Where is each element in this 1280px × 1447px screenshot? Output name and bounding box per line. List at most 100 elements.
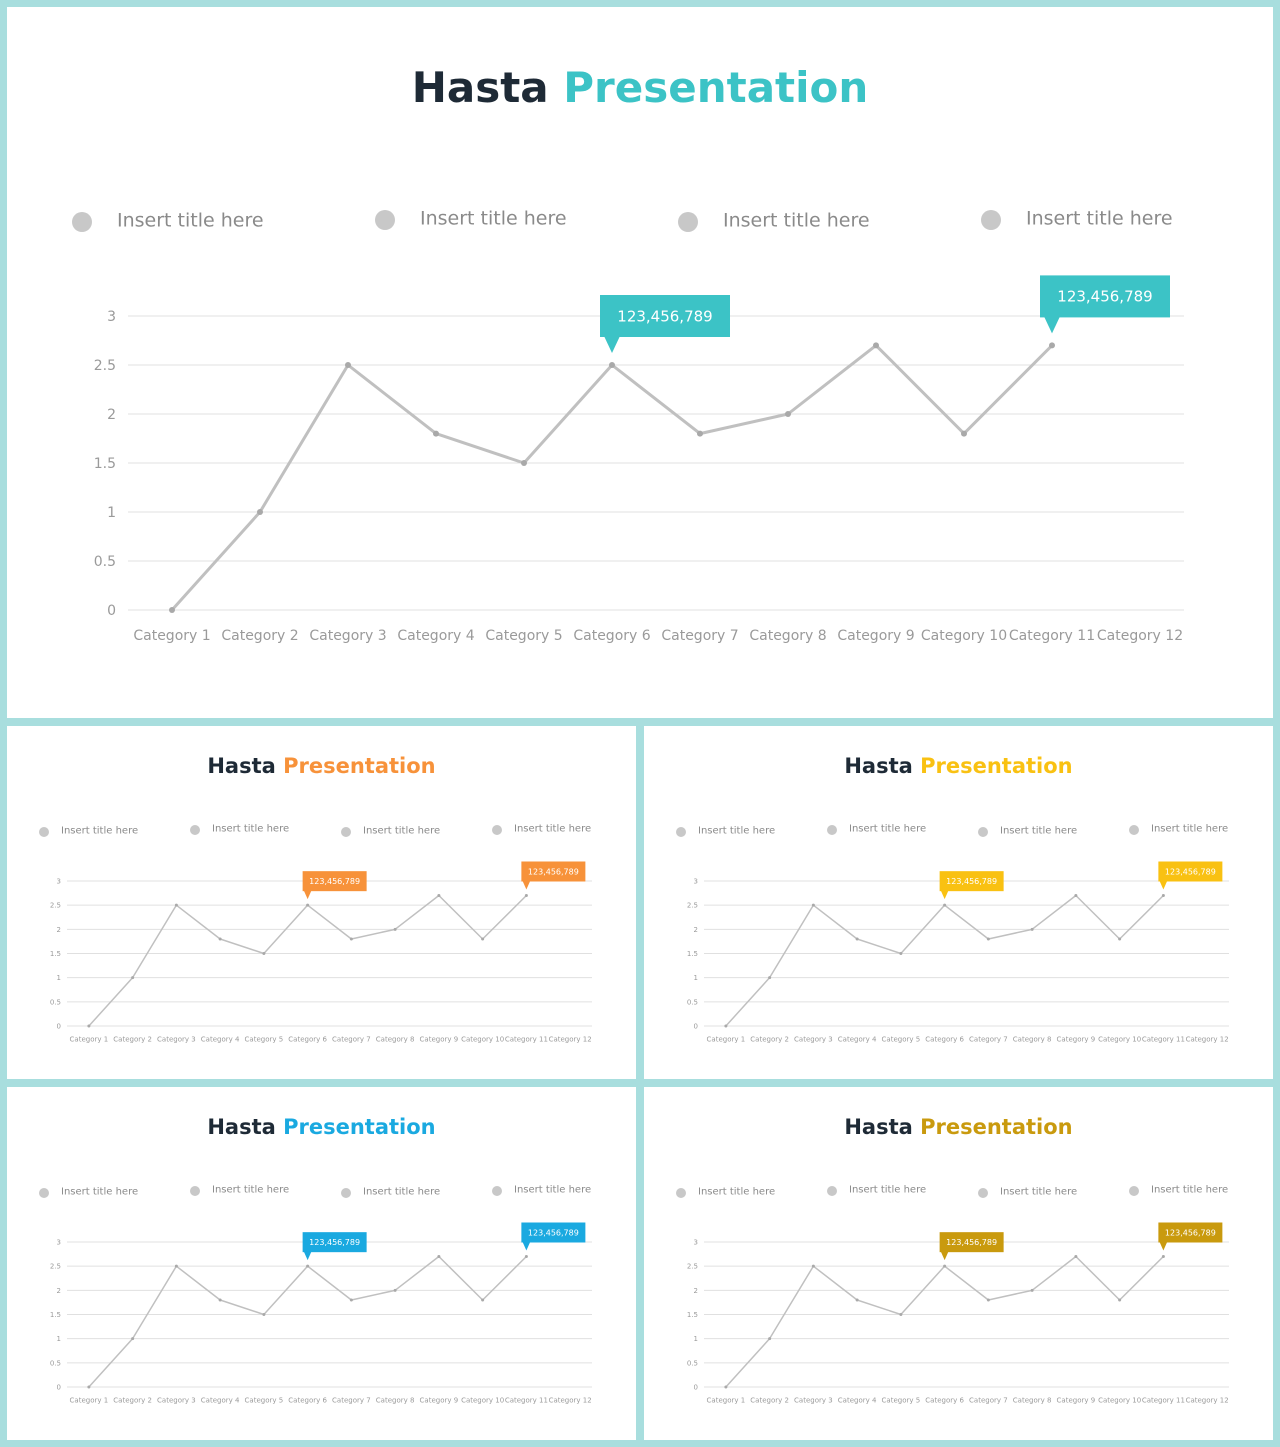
x-tick-label: Category 4 (201, 1035, 240, 1043)
data-point (811, 903, 815, 907)
x-tick-label: Category 9 (1057, 1396, 1096, 1404)
callout-pointer (522, 1241, 531, 1251)
legend-dot (72, 212, 92, 232)
callout-label: 123,456,789 (946, 877, 997, 886)
legend-dot (190, 1186, 200, 1196)
data-point (697, 430, 703, 437)
data-point (521, 460, 527, 466)
y-tick-label: 0 (107, 603, 116, 619)
x-tick-label: Category 11 (1142, 1035, 1185, 1043)
data-point (1049, 342, 1055, 349)
legend-dot (827, 825, 837, 835)
value-callout: 123,456,789 (302, 871, 367, 900)
value-callout: 123,456,789 (600, 295, 730, 353)
y-tick-label: 2.5 (687, 902, 698, 910)
data-point (524, 894, 528, 897)
value-callout: 123,456,789 (939, 1232, 1004, 1261)
data-point (131, 976, 135, 980)
x-tick-label: Category 7 (969, 1396, 1008, 1404)
callout-pointer (522, 880, 531, 890)
x-tick-label: Category 7 (332, 1396, 371, 1404)
x-tick-label: Category 10 (461, 1035, 504, 1043)
x-tick-label: Category 11 (505, 1035, 548, 1043)
x-tick-label: Category 2 (750, 1396, 789, 1404)
series-line (725, 894, 1164, 1027)
x-tick-label: Category 6 (288, 1035, 327, 1043)
x-tick-label: Category 6 (573, 628, 650, 644)
callout-label: 123,456,789 (528, 1228, 579, 1237)
x-tick-label: Category 2 (221, 628, 298, 644)
x-tick-label: Category 2 (750, 1035, 789, 1043)
x-tick-label: Category 4 (397, 628, 474, 644)
y-tick-label: 2 (694, 1287, 698, 1295)
x-tick-label: Category 3 (309, 628, 386, 644)
legend-dot (827, 1186, 837, 1196)
callout-pointer (940, 890, 949, 900)
data-point (262, 1313, 266, 1316)
callout-box (302, 1232, 367, 1253)
data-point (899, 1313, 903, 1316)
callout-box (302, 871, 367, 892)
y-tick-label: 1 (107, 505, 116, 521)
x-tick-label: Category 8 (1013, 1396, 1052, 1404)
x-tick-label: Category 7 (332, 1035, 371, 1043)
line-chart: Hasta Presentation Insert title here Inser… (39, 1115, 592, 1404)
callout-label: 123,456,789 (528, 867, 579, 876)
y-tick-label: 3 (57, 877, 61, 885)
legend-label: Insert title here (117, 210, 264, 232)
title-accent: Presentation (913, 1115, 1073, 1139)
legend-label: Insert title here (514, 1185, 591, 1196)
value-callout: 123,456,789 (302, 1232, 367, 1261)
x-tick-label: Category 5 (245, 1396, 284, 1404)
legend-dot (676, 1188, 686, 1198)
legend-dot (39, 827, 49, 837)
y-tick-label: 0 (57, 1383, 61, 1391)
data-point (768, 976, 772, 980)
data-point (481, 937, 485, 941)
legend-label: Insert title here (420, 208, 567, 230)
data-point (768, 1337, 772, 1341)
legend-label: Insert title here (212, 824, 289, 835)
x-tick-label: Category 2 (113, 1035, 152, 1043)
callout-label: 123,456,789 (946, 1238, 997, 1247)
x-tick-label: Category 5 (882, 1035, 921, 1043)
slide-title: Hasta Presentation (207, 754, 435, 778)
data-point (855, 937, 859, 941)
x-tick-label: Category 10 (1098, 1035, 1141, 1043)
slide-orange: Hasta Presentation Insert title here Inser… (7, 726, 636, 1079)
data-point (855, 1298, 859, 1302)
slide-title: Hasta Presentation (207, 1115, 435, 1139)
callout-box (1040, 275, 1170, 318)
legend-dot (190, 825, 200, 835)
title-accent: Presentation (549, 63, 869, 112)
title-main: Hasta (207, 754, 275, 778)
data-point (306, 903, 310, 907)
legend-dot (341, 1188, 351, 1198)
x-tick-label: Category 12 (549, 1035, 592, 1043)
legend-label: Insert title here (1151, 1185, 1228, 1196)
y-tick-label: 1 (57, 974, 61, 982)
data-point (943, 903, 947, 907)
x-tick-label: Category 6 (925, 1035, 964, 1043)
series-line (88, 1255, 527, 1388)
data-point (306, 1264, 310, 1268)
x-tick-label: Category 1 (707, 1035, 746, 1043)
x-tick-label: Category 1 (70, 1396, 109, 1404)
data-point (873, 342, 879, 349)
y-tick-label: 0.5 (687, 998, 698, 1006)
callout-box (600, 295, 730, 337)
legend-label: Insert title here (849, 1185, 926, 1196)
y-tick-label: 3 (107, 309, 116, 325)
data-point (87, 1024, 91, 1028)
data-point (986, 1298, 990, 1302)
y-tick-label: 2.5 (50, 902, 61, 910)
callout-pointer (303, 1251, 312, 1261)
legend-label: Insert title here (1026, 208, 1173, 230)
callout-box (939, 871, 1004, 892)
y-tick-label: 2 (57, 1287, 61, 1295)
legend-dot (492, 1186, 502, 1196)
legend-label: Insert title here (849, 824, 926, 835)
legend-label: Insert title here (514, 824, 591, 835)
data-point (437, 1255, 441, 1258)
x-tick-label: Category 4 (201, 1396, 240, 1404)
